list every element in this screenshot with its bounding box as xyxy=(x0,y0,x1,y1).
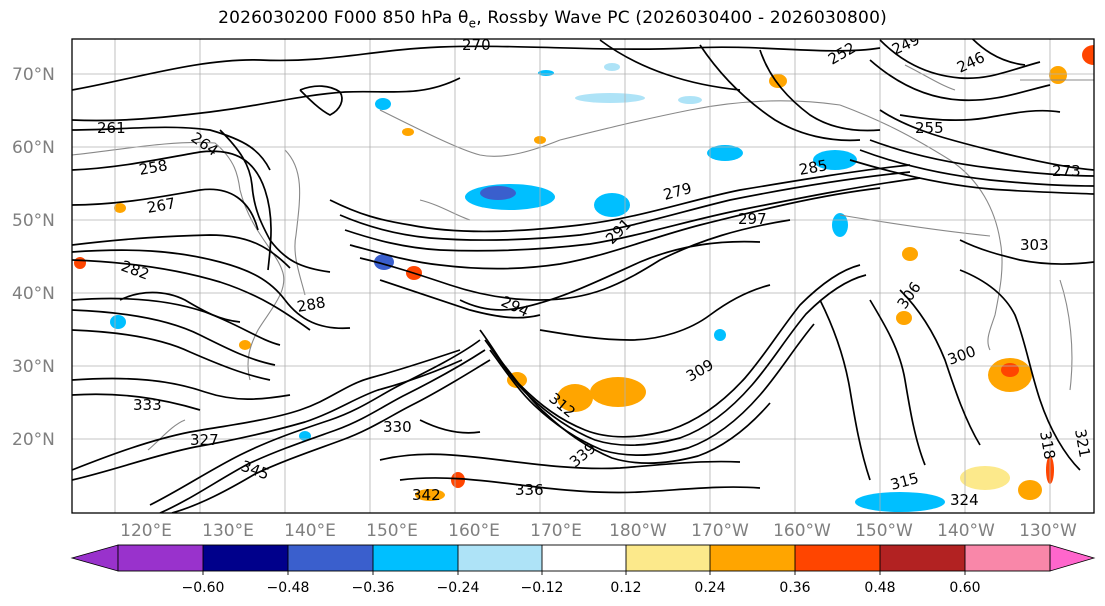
theta-e-contours xyxy=(72,39,1094,513)
colorbar-segment xyxy=(795,545,880,571)
contour-label: 321 xyxy=(1071,428,1094,459)
colorbar-tick-label: 0.24 xyxy=(694,580,725,596)
colorbar-tick-label: −0.24 xyxy=(437,580,480,596)
map-frame xyxy=(71,38,1095,514)
colorbar-extend-high xyxy=(1049,544,1096,572)
colorbar-segment xyxy=(118,545,203,571)
longitude-labels: 120°E 130°E 140°E 150°E 160°E 170°E 180°… xyxy=(120,521,1077,541)
colorbar: −0.60 −0.48 −0.36 −0.24 −0.12 0.12 0.24 … xyxy=(70,544,1096,596)
lon-label: 130°W xyxy=(1019,521,1077,541)
lon-label: 130°E xyxy=(202,521,254,541)
colorbar-tick-label: 0.60 xyxy=(949,580,980,596)
map-title: 2026030200 F000 850 hPa θe, Rossby Wave … xyxy=(218,8,887,31)
latitude-labels: 70°N 60°N 50°N 40°N 30°N 20°N xyxy=(12,65,55,450)
colorbar-tick-label: −0.36 xyxy=(352,580,395,596)
graticule xyxy=(72,39,1094,513)
lon-label: 150°W xyxy=(855,521,913,541)
colorbar-tick-label: 0.48 xyxy=(864,580,895,596)
colorbar-tick-label: 0.36 xyxy=(779,580,810,596)
colorbar-segment xyxy=(965,545,1050,571)
lon-label: 140°W xyxy=(937,521,995,541)
contour-label: 267 xyxy=(146,194,177,217)
colorbar-segment xyxy=(373,545,458,571)
lon-label: 180°W xyxy=(609,521,667,541)
colorbar-segment xyxy=(542,545,626,571)
contour-label: 324 xyxy=(950,491,979,509)
colorbar-segment xyxy=(288,545,373,571)
contour-label: 270 xyxy=(462,36,491,54)
contour-label: 303 xyxy=(1020,236,1049,254)
colorbar-segment xyxy=(458,545,542,571)
lon-label: 120°E xyxy=(120,521,172,541)
lon-label: 140°E xyxy=(284,521,336,541)
contour-label: 342 xyxy=(412,486,441,504)
colorbar-tick-label: −0.12 xyxy=(521,580,564,596)
lat-label: 60°N xyxy=(12,138,55,158)
colorbar-segment xyxy=(626,545,710,571)
colorbar-segment xyxy=(203,545,288,571)
colorbar-tick-label: −0.48 xyxy=(267,580,310,596)
lat-label: 30°N xyxy=(12,357,55,377)
contour-label: 327 xyxy=(190,431,219,449)
lon-label: 150°E xyxy=(366,521,418,541)
colorbar-tick-label: 0.12 xyxy=(610,580,641,596)
contour-label: 333 xyxy=(133,396,162,414)
contour-label: 336 xyxy=(515,481,544,499)
coastlines xyxy=(72,64,1094,451)
contour-label: 273 xyxy=(1052,162,1081,180)
lon-label: 170°E xyxy=(530,521,582,541)
contour-label: 258 xyxy=(138,156,169,179)
contour-label: 261 xyxy=(97,119,126,137)
contour-label: 318 xyxy=(1036,430,1059,461)
lat-label: 50°N xyxy=(12,211,55,231)
lat-label: 40°N xyxy=(12,284,55,304)
lon-label: 170°W xyxy=(691,521,749,541)
lat-label: 20°N xyxy=(12,430,55,450)
colorbar-tick-label: −0.60 xyxy=(182,580,225,596)
contour-label: 285 xyxy=(798,156,829,179)
contour-label: 288 xyxy=(296,293,327,316)
colorbar-segment xyxy=(710,545,795,571)
anomaly-shading xyxy=(74,45,1094,512)
lon-label: 160°W xyxy=(773,521,831,541)
contour-label: 297 xyxy=(738,210,767,228)
contour-label: 255 xyxy=(915,119,944,137)
colorbar-extend-low xyxy=(70,544,119,572)
lon-label: 160°E xyxy=(448,521,500,541)
colorbar-segment xyxy=(880,545,965,571)
contour-label: 330 xyxy=(383,418,412,436)
lat-label: 70°N xyxy=(12,65,55,85)
